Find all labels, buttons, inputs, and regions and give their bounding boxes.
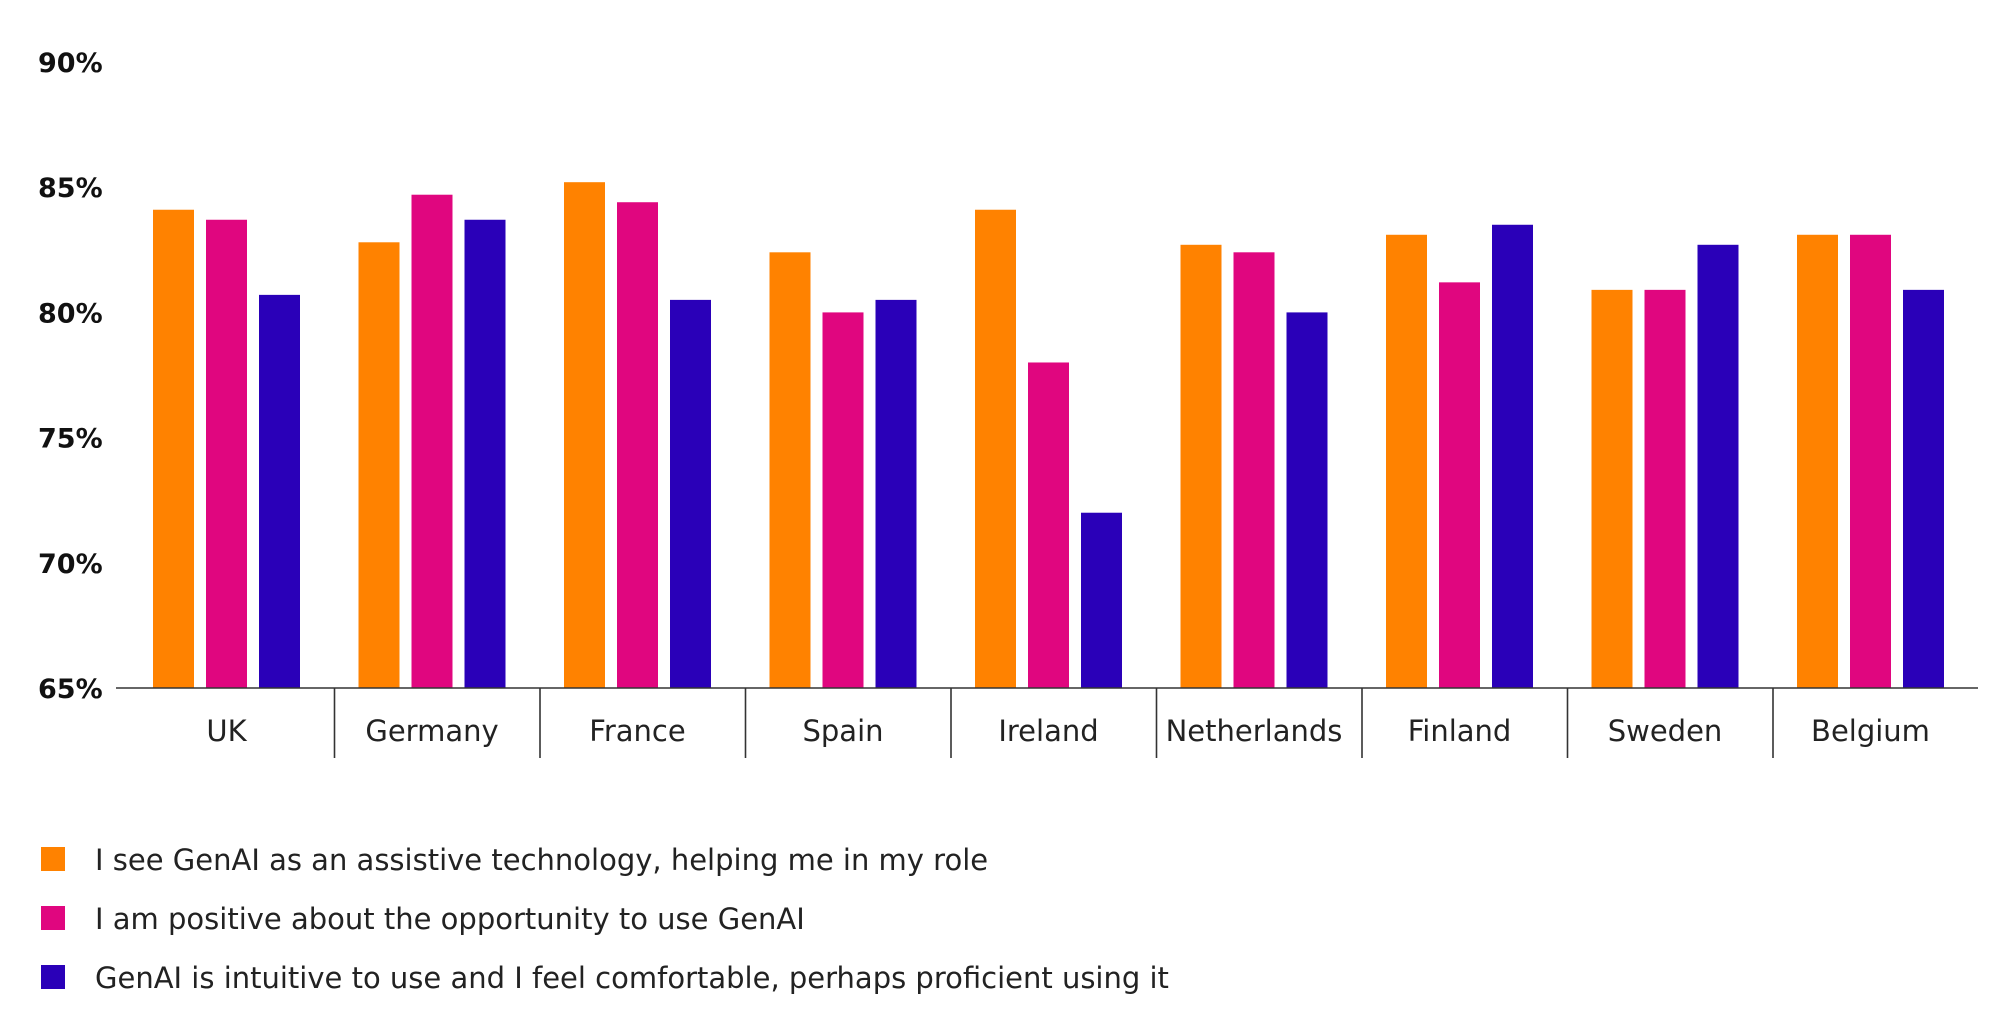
bar-spain-series-2: [822, 312, 864, 688]
y-tick-label: 90%: [38, 48, 103, 79]
bars: [153, 182, 1944, 689]
y-tick-label: 70%: [38, 549, 103, 580]
bar-france-series-1: [564, 182, 605, 688]
legend: I see GenAI as an assistive technology, …: [41, 843, 1169, 995]
bar-uk-series-2: [206, 219, 247, 688]
bar-belgium-series-3: [1903, 289, 1944, 688]
bar-germany-series-3: [464, 219, 506, 688]
y-tick-label: 80%: [38, 298, 103, 329]
y-tick-label: 65%: [38, 674, 103, 705]
legend-swatch: [41, 847, 65, 871]
bar-uk-series-3: [259, 294, 300, 688]
y-tick-label: 75%: [38, 424, 103, 455]
bar-sweden-series-1: [1591, 289, 1633, 688]
legend-label: GenAI is intuitive to use and I feel com…: [95, 961, 1169, 995]
bar-germany-series-2: [411, 194, 453, 688]
x-tick-label: Germany: [365, 714, 498, 748]
x-tick-label: Finland: [1408, 714, 1512, 748]
y-tick-label: 85%: [38, 173, 103, 204]
bar-netherlands-series-1: [1180, 244, 1222, 689]
x-axis: UK Germany France Spain Ireland Netherlands Fi…: [116, 687, 1978, 758]
legend-label: I am positive about the opportunity to u…: [95, 902, 805, 936]
x-tick-label: Sweden: [1608, 714, 1723, 748]
bar-ireland-series-3: [1081, 512, 1122, 688]
bar-finland-series-1: [1386, 234, 1427, 688]
bar-belgium-series-1: [1797, 234, 1838, 688]
x-tick-label: Ireland: [998, 714, 1098, 748]
bar-belgium-series-2: [1850, 234, 1891, 688]
bar-spain-series-3: [875, 299, 917, 688]
bar-sweden-series-2: [1644, 289, 1686, 688]
x-tick-label: France: [589, 714, 685, 748]
bar-netherlands-series-3: [1286, 312, 1328, 688]
y-axis: 65% 70% 75% 80% 85% 90%: [38, 48, 103, 705]
x-tick-label: UK: [206, 714, 247, 748]
bar-france-series-2: [617, 202, 658, 688]
bar-sweden-series-3: [1697, 244, 1739, 689]
bar-ireland-series-2: [1028, 362, 1069, 688]
x-tick-label: Netherlands: [1166, 714, 1343, 748]
legend-swatch: [41, 906, 65, 930]
bar-finland-series-3: [1492, 224, 1533, 688]
x-tick-label: Spain: [802, 714, 883, 748]
bar-netherlands-series-2: [1233, 252, 1275, 688]
legend-swatch: [41, 965, 65, 989]
bar-finland-series-2: [1439, 282, 1480, 688]
bar-spain-series-1: [769, 252, 811, 688]
bar-germany-series-1: [358, 242, 400, 688]
legend-label: I see GenAI as an assistive technology, …: [95, 843, 988, 877]
bar-ireland-series-1: [975, 209, 1016, 688]
bar-france-series-3: [670, 299, 711, 688]
x-tick-label: Belgium: [1811, 714, 1930, 748]
bar-uk-series-1: [153, 209, 194, 688]
